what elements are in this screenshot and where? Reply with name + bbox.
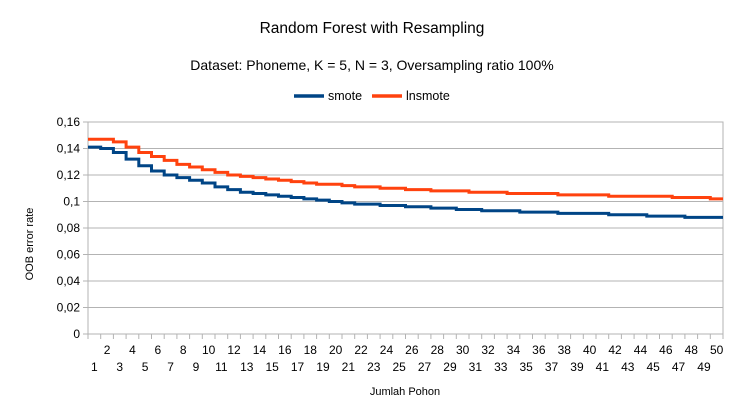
x-tick-label: 7 [167,360,174,374]
legend-label-lnsmote: lnsmote [406,89,450,103]
x-tick-label: 27 [418,360,432,374]
x-tick-label: 45 [646,360,660,374]
y-tick-label: 0,04 [57,274,81,288]
x-tick-label: 19 [316,360,330,374]
y-tick-label: 0 [73,327,80,341]
x-tick-label: 30 [456,343,470,357]
chart-title: Random Forest with Resampling [260,20,485,37]
chart-subtitle: Dataset: Phoneme, K = 5, N = 3, Oversamp… [190,57,553,73]
y-tick-label: 0,02 [57,301,81,315]
x-tick-label: 43 [621,360,635,374]
x-tick-label: 6 [155,343,162,357]
x-tick-label: 37 [545,360,559,374]
x-tick-label: 49 [697,360,711,374]
x-tick-label: 48 [685,343,699,357]
x-tick-label: 35 [519,360,533,374]
x-tick-label: 18 [304,343,318,357]
x-tick-label: 15 [265,360,279,374]
x-tick-label: 13 [240,360,254,374]
x-tick-label: 32 [481,343,495,357]
x-tick-label: 16 [278,343,292,357]
x-tick-label: 25 [392,360,406,374]
x-tick-label: 38 [558,343,572,357]
x-tick-label: 11 [215,360,228,374]
x-axis-ticks: 1234567891011121314151617181920212223242… [87,334,724,374]
x-tick-label: 24 [380,343,394,357]
x-tick-label: 20 [329,343,343,357]
x-tick-label: 28 [431,343,445,357]
x-axis-title: Jumlah Pohon [370,386,440,398]
x-tick-label: 14 [253,343,267,357]
series-line-lnsmote [88,137,723,201]
y-axis-title: OOB error rate [24,208,36,281]
x-tick-label: 5 [142,360,149,374]
x-tick-label: 3 [116,360,123,374]
series-lines [88,137,723,219]
x-tick-label: 44 [634,343,648,357]
x-tick-label: 50 [710,343,724,357]
x-tick-label: 34 [507,343,521,357]
x-tick-label: 33 [494,360,508,374]
x-tick-label: 47 [672,360,686,374]
x-tick-label: 8 [180,343,187,357]
x-tick-label: 31 [469,360,483,374]
y-tick-label: 0,16 [57,115,81,129]
series-line-smote [88,145,723,219]
x-tick-label: 26 [405,343,419,357]
legend: smote lnsmote [294,89,450,103]
x-tick-label: 21 [342,360,356,374]
x-tick-label: 36 [532,343,546,357]
x-tick-label: 4 [129,343,136,357]
x-tick-label: 10 [202,343,216,357]
x-tick-label: 22 [354,343,368,357]
y-tick-label: 0,12 [57,168,81,182]
x-tick-label: 12 [227,343,241,357]
x-tick-label: 39 [570,360,584,374]
x-tick-label: 40 [583,343,597,357]
y-tick-label: 0,08 [57,221,81,235]
x-tick-label: 2 [104,343,111,357]
x-tick-label: 29 [443,360,457,374]
y-tick-label: 0,06 [57,248,81,262]
gridlines [87,121,724,335]
y-tick-label: 0,14 [57,142,81,156]
y-tick-label: 0,1 [63,195,80,209]
x-tick-label: 42 [608,343,622,357]
x-tick-label: 46 [659,343,673,357]
x-tick-label: 23 [367,360,381,374]
x-tick-label: 9 [193,360,200,374]
x-tick-label: 1 [91,360,98,374]
legend-label-smote: smote [328,89,362,103]
x-tick-label: 41 [596,360,610,374]
x-tick-label: 17 [291,360,305,374]
y-axis-ticks: 0 0,02 0,04 0,06 0,08 0,1 0,12 0,14 0,16 [57,115,88,341]
